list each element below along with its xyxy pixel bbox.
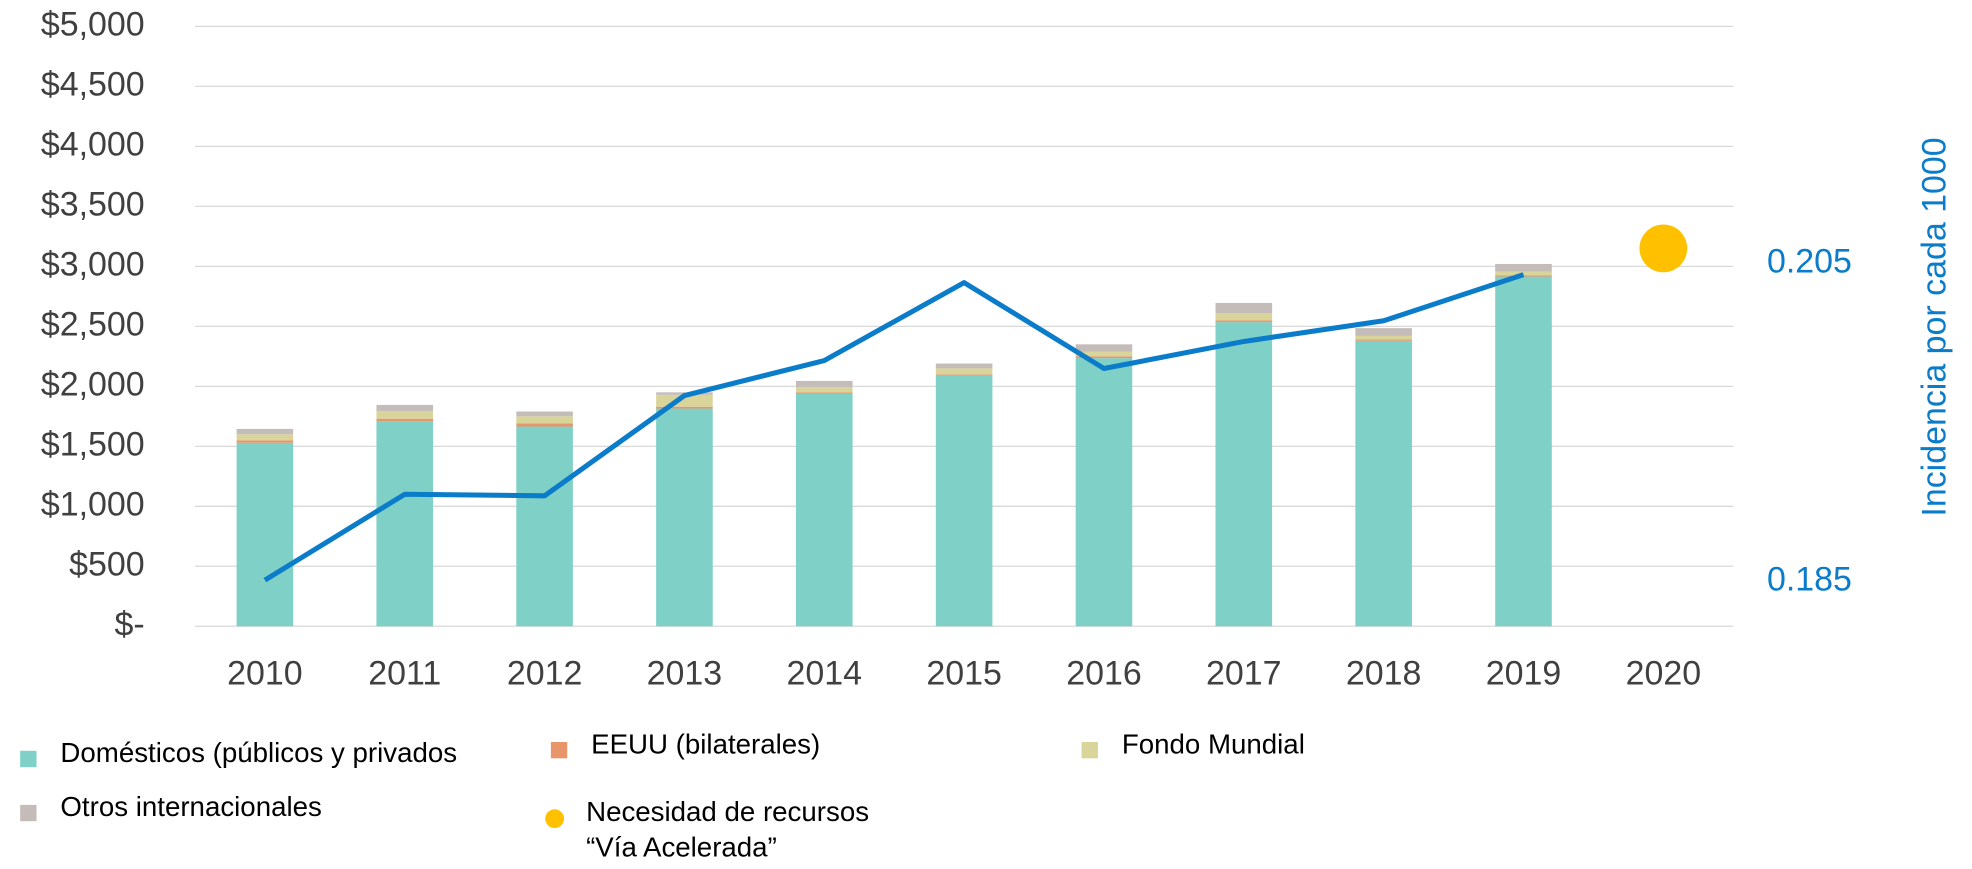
legend-label: Necesidad de recursos “Vía Acelerada” — [586, 796, 870, 863]
bar-segment — [1215, 322, 1273, 627]
x-tick-label: 2019 — [1486, 654, 1562, 692]
legend-swatch — [20, 804, 37, 822]
y2-axis-label: Incidencia por cada 1000 — [1916, 137, 1954, 516]
bar-segment — [1355, 340, 1412, 627]
bar-segment — [516, 426, 573, 627]
legend-label: Fondo Mundial — [1121, 728, 1305, 760]
bar-segment — [1495, 263, 1552, 272]
bar-segment — [236, 440, 294, 443]
bar-segment — [236, 428, 294, 435]
bar-segment — [795, 393, 853, 627]
bar-segment — [656, 406, 713, 409]
legend-swatch — [550, 741, 568, 759]
legend-swatch — [20, 750, 37, 768]
bar-segment — [516, 416, 573, 424]
bar-segment — [935, 374, 993, 627]
bar-segment — [1075, 351, 1133, 357]
bar-segment — [1495, 276, 1552, 627]
bar-segment — [656, 408, 713, 627]
legend-label: EEUU (bilaterales) — [591, 728, 821, 760]
bar-segment — [795, 380, 853, 387]
bar-segment — [1355, 335, 1412, 340]
bar-segment — [656, 394, 713, 407]
y-tick-label: $3,500 — [41, 185, 145, 223]
legend-entry: Otros internacionales — [60, 791, 322, 823]
y2-tick-label: 0.205 — [1767, 242, 1852, 280]
legend-swatch — [545, 809, 565, 829]
x-tick-label: 2017 — [1206, 654, 1282, 692]
bar-segment — [935, 363, 993, 369]
x-tick-label: 2020 — [1626, 654, 1702, 692]
y-tick-label: $- — [114, 605, 144, 643]
legend-entry: EEUU (bilaterales) — [591, 728, 821, 760]
x-tick-label: 2010 — [227, 654, 302, 692]
bar-segment — [1075, 358, 1133, 627]
legend-entry: Fondo Mundial — [1121, 728, 1305, 760]
x-tick-label: 2012 — [507, 654, 582, 692]
bar-segment — [1495, 271, 1552, 276]
y-tick-label: $4,500 — [41, 65, 145, 103]
y-tick-label: $5,000 — [41, 5, 145, 43]
bar-segment — [376, 421, 434, 627]
bar-segment — [236, 442, 294, 627]
x-tick-label: 2015 — [926, 654, 1002, 692]
y2-tick-label: 0.185 — [1767, 561, 1852, 599]
bar-segment — [1215, 320, 1273, 323]
bar-segment — [795, 386, 853, 393]
x-tick-label: 2016 — [1066, 654, 1142, 692]
incidence-line — [263, 272, 1525, 583]
bar-segment — [1215, 313, 1273, 321]
y-tick-label: $1,500 — [41, 425, 145, 463]
x-tick-label: 2011 — [368, 654, 441, 692]
bar-segment — [1075, 344, 1133, 352]
y-tick-label: $500 — [69, 545, 145, 583]
bar-segment — [376, 418, 434, 422]
y-tick-label: $2,000 — [41, 365, 145, 403]
bar-segment — [1355, 339, 1412, 341]
bar-segment — [1215, 302, 1273, 314]
bar-segment — [516, 411, 573, 417]
bar-segment — [236, 434, 294, 441]
need-dot — [1639, 224, 1688, 273]
x-tick-label: 2018 — [1346, 654, 1422, 692]
bar-segment — [1355, 328, 1412, 336]
bar-segment — [795, 392, 853, 394]
bar-segment — [1075, 356, 1133, 359]
y-tick-label: $3,000 — [41, 245, 145, 283]
bar-segment — [516, 423, 573, 427]
legend-label: Otros internacionales — [60, 791, 322, 823]
bar-segment — [376, 404, 434, 411]
legend-swatch — [1081, 741, 1098, 759]
legend-entry: Domésticos (públicos y privados — [60, 736, 458, 769]
y-tick-label: $2,500 — [41, 305, 145, 343]
legend-entry: Necesidad de recursos “Vía Acelerada” — [586, 796, 870, 863]
x-tick-label: 2014 — [787, 654, 863, 692]
y-tick-label: $1,000 — [41, 485, 145, 523]
bar-segment — [935, 374, 993, 375]
x-tick-label: 2013 — [647, 654, 723, 692]
bar-segment — [935, 368, 993, 375]
bar-segment — [376, 410, 434, 419]
y-tick-label: $4,000 — [41, 125, 145, 163]
legend-label: Domésticos (públicos y privados — [60, 736, 458, 769]
